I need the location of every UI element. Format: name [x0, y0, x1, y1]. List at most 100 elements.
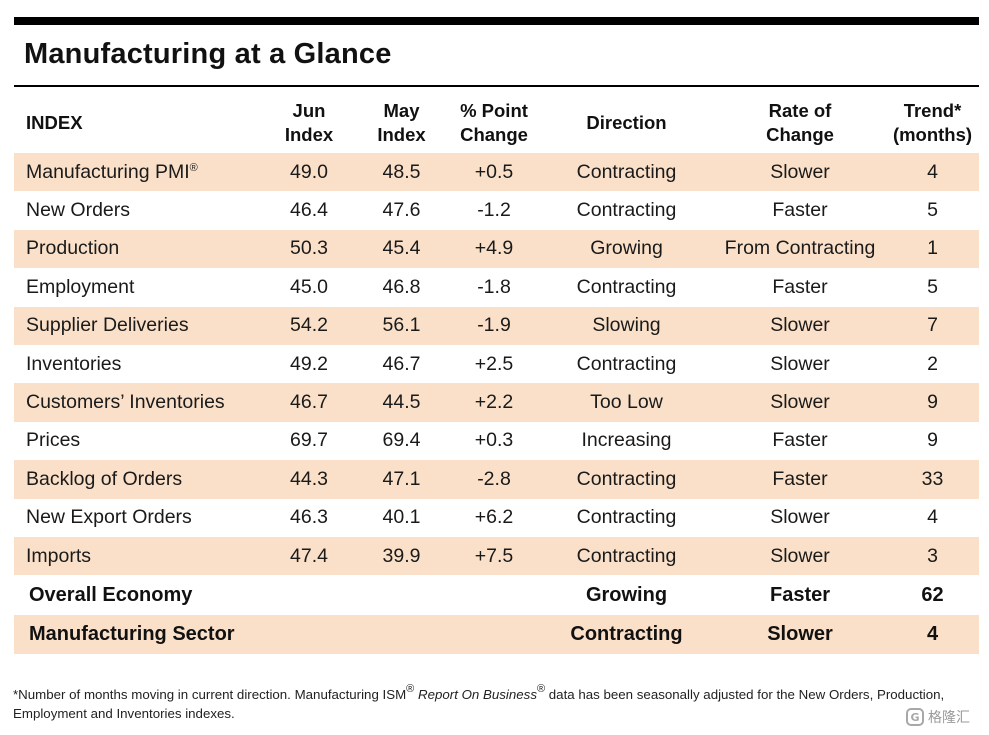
registered-mark: ®	[406, 683, 415, 695]
row-name: Backlog of Orders	[14, 460, 264, 499]
header-direction: Direction	[586, 112, 667, 133]
empty-cell	[354, 575, 449, 615]
jun-index-cell: 49.0	[264, 153, 354, 192]
direction-cell: Contracting	[576, 275, 677, 298]
jun-index-cell: 50.3	[264, 229, 354, 269]
table-row: Employment 45.0 46.8 -1.8 Contracting Fa…	[14, 268, 979, 306]
jun-index-cell: 46.7	[264, 383, 354, 422]
may-index-cell: 47.1	[354, 460, 449, 499]
rate-cell: Slower	[714, 153, 886, 192]
empty-cell	[264, 575, 354, 615]
row-name: Inventories	[26, 352, 122, 375]
trend-cell: 7	[886, 306, 979, 345]
rate-cell: Faster	[714, 460, 886, 499]
may-index-cell: 40.1	[382, 506, 421, 529]
table-row: Inventories 49.2 46.7 +2.5 Contracting S…	[14, 345, 979, 383]
jun-index-cell: 46.4	[290, 199, 328, 222]
header-jun-index: Jun Index	[264, 93, 354, 153]
summary-row-manufacturing-sector: Manufacturing Sector Contracting Slower …	[14, 614, 979, 655]
header-may-line2: Index	[377, 124, 426, 145]
point-change-cell: +6.2	[474, 506, 514, 529]
header-jun-line1: Jun	[292, 100, 326, 121]
header-rate-of-change: Rate of Change	[714, 93, 886, 153]
point-change-cell: -1.8	[477, 275, 511, 298]
direction-cell: Growing	[585, 583, 668, 606]
point-change-cell: -2.8	[449, 460, 539, 499]
header-pct-line1: % Point	[460, 100, 528, 121]
rate-cell: From Contracting	[714, 229, 886, 269]
watermark-text: 格隆汇	[928, 709, 970, 725]
report-on-business: Report On Business	[417, 687, 537, 702]
trend-cell: 2	[927, 352, 938, 375]
jun-index-cell: 45.0	[290, 275, 328, 298]
may-index-cell: 69.4	[382, 429, 421, 452]
may-index-cell: 46.7	[382, 352, 421, 375]
direction-cell: Contracting	[576, 352, 677, 375]
table-row: New Orders 46.4 47.6 -1.2 Contracting Fa…	[14, 191, 979, 229]
point-change-cell: +7.5	[449, 536, 539, 576]
header-rate-line1: Rate of	[768, 100, 832, 121]
row-name: New Export Orders	[26, 506, 192, 529]
row-name: Prices	[26, 429, 81, 452]
header-may-line1: May	[383, 100, 420, 121]
trend-cell: 4	[886, 614, 979, 655]
empty-cell	[449, 614, 539, 655]
point-change-cell: +4.9	[449, 229, 539, 269]
header-trend-line1: Trend*	[903, 100, 962, 121]
header-trend: Trend* (months)	[886, 93, 979, 153]
table-row: Production 50.3 45.4 +4.9 Growing From C…	[14, 229, 979, 269]
trend-cell: 9	[927, 429, 938, 452]
direction-cell: Contracting	[576, 199, 677, 222]
rate-cell: Slower	[714, 536, 886, 576]
may-index-cell: 47.6	[382, 199, 421, 222]
direction-cell: Contracting	[539, 153, 714, 192]
point-change-cell: -1.9	[449, 306, 539, 345]
empty-cell	[449, 575, 539, 615]
jun-index-cell: 69.7	[290, 429, 328, 452]
may-index-cell: 56.1	[354, 306, 449, 345]
row-name: Overall Economy	[29, 583, 193, 606]
trend-cell: 1	[886, 229, 979, 269]
registered-mark: ®	[536, 683, 546, 695]
jun-index-cell: 46.3	[290, 506, 328, 529]
direction-cell: Too Low	[539, 383, 714, 422]
page-title: Manufacturing at a Glance	[24, 38, 392, 70]
row-name: Supplier Deliveries	[14, 306, 264, 345]
trend-cell: 5	[927, 275, 938, 298]
may-index-cell: 45.4	[354, 229, 449, 269]
rate-cell: Slower	[714, 306, 886, 345]
may-index-cell: 46.8	[382, 275, 421, 298]
table-row: Manufacturing PMI® 49.0 48.5 +0.5 Contra…	[14, 153, 979, 192]
header-trend-line2: (months)	[892, 124, 973, 145]
table-row: Prices 69.7 69.4 +0.3 Increasing Faster …	[14, 422, 979, 460]
top-rule	[14, 17, 979, 25]
table-row: New Export Orders 46.3 40.1 +6.2 Contrac…	[14, 499, 979, 537]
row-name: Employment	[26, 275, 135, 298]
direction-cell: Contracting	[539, 536, 714, 576]
rate-cell: Faster	[772, 275, 828, 298]
watermark: G 格隆汇	[906, 707, 970, 727]
manufacturing-table: INDEX Jun Index May Index % Point Change Di…	[14, 93, 979, 655]
footnote-text: *Number of months moving in current dire…	[13, 687, 407, 702]
direction-cell: Contracting	[576, 506, 677, 529]
jun-index-cell: 44.3	[264, 460, 354, 499]
trend-cell: 33	[886, 460, 979, 499]
header-rate-line2: Change	[766, 124, 834, 145]
trend-cell: 62	[921, 583, 944, 606]
header-index: INDEX	[26, 112, 83, 133]
table-row: Backlog of Orders 44.3 47.1 -2.8 Contrac…	[14, 460, 979, 499]
row-name: Production	[14, 229, 264, 269]
point-change-cell: +2.2	[449, 383, 539, 422]
direction-cell: Increasing	[581, 429, 672, 452]
table-row: Supplier Deliveries 54.2 56.1 -1.9 Slowi…	[14, 306, 979, 345]
trend-cell: 3	[886, 536, 979, 576]
header-jun-line2: Index	[284, 124, 334, 145]
row-name: New Orders	[26, 199, 131, 222]
direction-cell: Growing	[539, 229, 714, 269]
point-change-cell: +0.5	[449, 153, 539, 192]
empty-cell	[264, 614, 354, 655]
rate-cell: Slower	[770, 352, 830, 375]
rate-cell: Slower	[714, 383, 886, 422]
watermark-logo-icon: G	[906, 708, 924, 726]
trend-cell: 4	[886, 153, 979, 192]
